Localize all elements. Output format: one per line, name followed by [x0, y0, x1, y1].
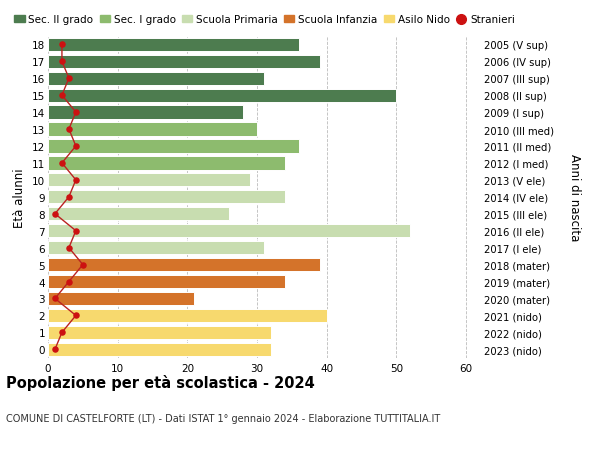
Bar [48, 309, 327, 322]
Point [64, 194, 74, 201]
Point [71, 109, 80, 117]
Point [57, 329, 67, 336]
Bar [48, 224, 410, 238]
Point [71, 177, 80, 184]
Bar [48, 241, 264, 255]
Bar [48, 56, 320, 69]
Bar [48, 73, 264, 85]
Text: Popolazione per età scolastica - 2024: Popolazione per età scolastica - 2024 [6, 374, 315, 390]
Bar [48, 174, 250, 187]
Point [64, 245, 74, 252]
Point [50, 295, 60, 302]
Bar [48, 90, 397, 102]
Bar [48, 326, 271, 339]
Point [57, 58, 67, 66]
Bar [48, 275, 285, 289]
Point [57, 41, 67, 49]
Point [64, 75, 74, 83]
Bar [48, 157, 285, 170]
Bar [48, 140, 299, 153]
Legend: Sec. II grado, Sec. I grado, Scuola Primaria, Scuola Infanzia, Asilo Nido, Stran: Sec. II grado, Sec. I grado, Scuola Prim… [14, 15, 515, 25]
Point [71, 143, 80, 150]
Text: COMUNE DI CASTELFORTE (LT) - Dati ISTAT 1° gennaio 2024 - Elaborazione TUTTITALI: COMUNE DI CASTELFORTE (LT) - Dati ISTAT … [6, 413, 440, 423]
Point [50, 346, 60, 353]
Bar [48, 123, 257, 136]
Point [64, 126, 74, 134]
Bar [48, 343, 271, 356]
Bar [48, 258, 320, 272]
Point [78, 261, 88, 269]
Bar [48, 39, 299, 52]
Point [71, 228, 80, 235]
Point [50, 211, 60, 218]
Y-axis label: Anni di nascita: Anni di nascita [568, 154, 581, 241]
Bar [48, 207, 229, 221]
Bar [48, 191, 285, 204]
Bar [48, 292, 194, 305]
Point [71, 312, 80, 319]
Point [57, 160, 67, 167]
Bar [48, 106, 243, 119]
Point [64, 278, 74, 285]
Point [57, 92, 67, 100]
Y-axis label: Età alunni: Età alunni [13, 168, 26, 227]
